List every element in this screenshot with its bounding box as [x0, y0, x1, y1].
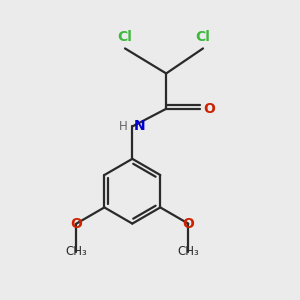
Text: CH₃: CH₃ [177, 245, 199, 258]
Text: Cl: Cl [118, 30, 132, 44]
Text: H: H [119, 120, 128, 133]
Text: O: O [203, 102, 215, 116]
Text: Cl: Cl [196, 30, 210, 44]
Text: O: O [182, 217, 194, 231]
Text: N: N [134, 119, 146, 134]
Text: O: O [70, 217, 82, 231]
Text: CH₃: CH₃ [65, 245, 87, 258]
